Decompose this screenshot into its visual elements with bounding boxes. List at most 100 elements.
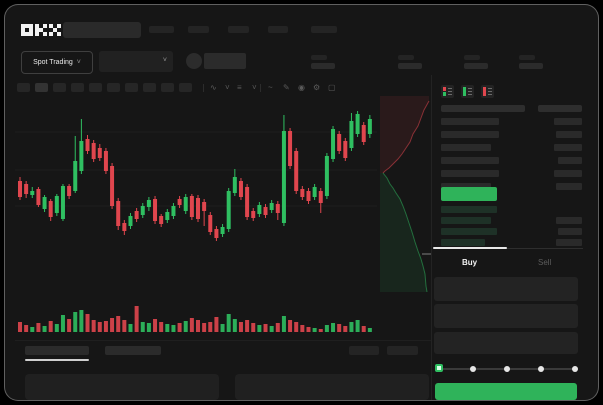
orders-tab-1[interactable]: [25, 346, 89, 355]
orderbook-panel: [433, 77, 583, 247]
candle-body: [91, 143, 96, 159]
candle-body: [85, 139, 90, 151]
orders-filter-2[interactable]: [387, 346, 418, 355]
volume-bar: [251, 323, 256, 332]
candle-body: [30, 191, 35, 195]
trade-tabs-divider: [433, 248, 583, 249]
book-both-icon[interactable]: [441, 85, 454, 98]
ob-header-amount: [538, 105, 582, 112]
slider-stop[interactable]: [572, 366, 578, 372]
book-asks-icon[interactable]: [481, 85, 494, 98]
slider-stop[interactable]: [538, 366, 544, 372]
book-icon-line: [468, 91, 472, 92]
book-bids-icon[interactable]: [461, 85, 474, 98]
nav-item[interactable]: [149, 26, 174, 33]
volume-bar: [367, 328, 372, 332]
ask-price-bar[interactable]: [441, 183, 491, 190]
ask-amount-bar: [554, 170, 582, 177]
book-icon-bar: [443, 92, 446, 96]
timeframe-button[interactable]: [17, 83, 30, 92]
timeframe-button[interactable]: [179, 83, 192, 92]
bid-price-bar[interactable]: [441, 228, 497, 235]
stat-label: [311, 55, 327, 60]
amount-slider[interactable]: [434, 360, 584, 376]
volume-bar: [288, 320, 293, 332]
toolbar-divider: [260, 84, 261, 92]
nav-item[interactable]: [311, 26, 337, 33]
slider-handle[interactable]: [435, 364, 443, 372]
price-input[interactable]: [434, 277, 578, 301]
ask-price-bar[interactable]: [441, 131, 499, 138]
timeframe-button[interactable]: [143, 83, 156, 92]
bid-price-bar[interactable]: [441, 239, 485, 246]
timeframe-button[interactable]: [53, 83, 66, 92]
volume-bar: [24, 325, 29, 332]
volume-bar: [269, 326, 274, 332]
ask-price-bar[interactable]: [441, 170, 499, 177]
ask-price-bar[interactable]: [441, 157, 499, 164]
market-mode-dropdown[interactable]: Spot Trading ˅: [21, 51, 93, 74]
buy-submit-button[interactable]: [435, 383, 577, 400]
nav-item[interactable]: [268, 26, 288, 33]
volume-bar: [134, 306, 139, 332]
pair-selector-dropdown[interactable]: ˅: [99, 51, 173, 72]
timeframe-button[interactable]: [125, 83, 138, 92]
candle-body: [196, 198, 200, 219]
bid-price-bar[interactable]: [441, 206, 497, 213]
candle-body: [257, 205, 262, 214]
slider-stop[interactable]: [504, 366, 510, 372]
chart-style-icon[interactable]: ∿: [210, 83, 217, 92]
candle-body: [324, 156, 329, 196]
orders-filter-1[interactable]: [349, 346, 379, 355]
amount-input[interactable]: [434, 304, 578, 328]
candle-body: [232, 177, 237, 193]
timeframe-button[interactable]: [89, 83, 102, 92]
chart-toolbar: ∿ ˅ ≡ ˅ ~ ✎ ◉ ⚙ ▢: [17, 83, 427, 95]
tab-sell[interactable]: Sell: [538, 258, 552, 267]
timeframe-button[interactable]: [161, 83, 174, 92]
candle-body: [202, 202, 207, 211]
total-input[interactable]: [434, 332, 578, 354]
depth-bid-area: [380, 173, 427, 292]
tab-buy[interactable]: Buy: [462, 258, 478, 267]
screenshot-icon[interactable]: ◉: [298, 83, 305, 92]
volume-bar: [312, 328, 317, 332]
indicators-icon[interactable]: ≡: [237, 83, 242, 92]
volume-bar: [318, 329, 323, 332]
ask-amount-bar: [554, 144, 582, 151]
volume-bar: [183, 321, 188, 332]
volume-bar: [67, 319, 72, 332]
search-input[interactable]: [63, 22, 141, 38]
volume-bar: [343, 326, 348, 332]
book-icon-bar: [483, 87, 486, 96]
timeframe-button[interactable]: [35, 83, 48, 92]
candlestick-chart[interactable]: [15, 99, 377, 339]
candle-body: [318, 191, 323, 203]
candle-body: [67, 186, 72, 196]
timeframe-button[interactable]: [107, 83, 120, 92]
candle-body: [183, 197, 188, 211]
fullscreen-icon[interactable]: ▢: [328, 83, 336, 92]
slider-stop[interactable]: [470, 366, 476, 372]
depth-chart: [380, 96, 430, 292]
volume-bar: [257, 325, 262, 332]
volume-bar: [91, 320, 96, 332]
nav-item[interactable]: [188, 26, 209, 33]
ob-header-price: [441, 105, 525, 112]
toolbar-divider: [203, 84, 204, 92]
compare-icon[interactable]: ~: [268, 83, 273, 92]
nav-item[interactable]: [228, 26, 249, 33]
volume-bar: [281, 316, 286, 332]
timeframe-button[interactable]: [71, 83, 84, 92]
candle-body: [153, 199, 158, 221]
volume-bar: [208, 322, 213, 332]
draw-icon[interactable]: ✎: [283, 83, 290, 92]
ask-price-bar[interactable]: [441, 118, 499, 125]
settings-icon[interactable]: ⚙: [313, 83, 321, 92]
candle-body: [355, 114, 360, 134]
orders-tab-2[interactable]: [105, 346, 161, 355]
candle-body: [122, 223, 127, 231]
bid-price-bar[interactable]: [441, 217, 491, 224]
bottom-divider: [15, 340, 431, 341]
ask-price-bar[interactable]: [441, 144, 491, 151]
